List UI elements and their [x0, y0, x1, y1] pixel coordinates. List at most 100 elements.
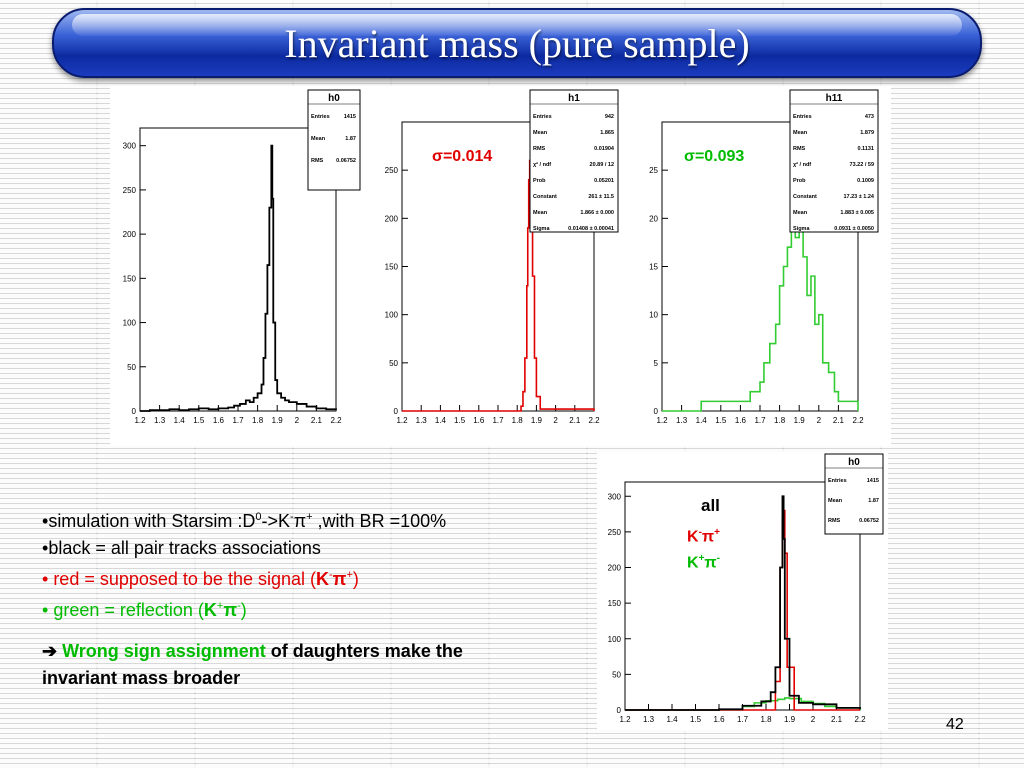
x-tick-label: 1.7: [232, 416, 244, 425]
x-tick-label: 1.8: [512, 416, 524, 425]
stats-label: Constant: [533, 194, 557, 200]
x-tick-label: 2.2: [330, 416, 342, 425]
x-tick-label: 1.2: [134, 416, 146, 425]
x-tick-label: 2: [811, 715, 816, 724]
stats-value: 20.89 / 12: [590, 162, 614, 168]
x-tick-label: 1.3: [416, 416, 428, 425]
plot-h0-combined: 1.2 1.3 1.4 1.5 1.6 1.7 1.8 1.9 2 2.1 2.2 0 50 100 150…: [608, 453, 884, 724]
x-tick-label: 2.1: [833, 416, 845, 425]
stats-box: [307, 89, 361, 191]
title-banner: Invariant mass (pure sample): [52, 8, 982, 78]
stats-label: Mean: [533, 210, 548, 216]
x-tick-label: 1.6: [735, 416, 747, 425]
x-tick-label: 2: [553, 416, 558, 425]
stats-value: 473: [865, 114, 874, 120]
stats-title: h0: [328, 93, 340, 104]
y-tick-label: 50: [612, 670, 621, 679]
legend-signal: K-π+: [687, 527, 720, 546]
y-tick-label: 0: [394, 407, 399, 416]
y-tick-label: 100: [123, 319, 137, 328]
y-tick-label: 200: [385, 214, 399, 223]
bullet-1: •simulation with Starsim :D0->K-π+ ,with…: [42, 511, 447, 531]
x-tick-label: 2.2: [588, 416, 600, 425]
stats-value: 1415: [867, 478, 879, 484]
stats-value: 0.1131: [857, 146, 874, 152]
x-tick-label: 1.6: [713, 715, 725, 724]
x-tick-label: 2.2: [854, 715, 866, 724]
stats-label: Mean: [311, 136, 326, 142]
x-tick-label: 1.4: [174, 416, 186, 425]
y-tick-label: 150: [123, 274, 137, 283]
conclusion-text: ➔ Wrong sign assignment of daughters mak…: [42, 638, 602, 692]
y-tick-label: 25: [649, 166, 658, 175]
x-tick-label: 1.9: [794, 416, 806, 425]
stats-value: 1.865: [600, 130, 614, 136]
y-tick-label: 5: [654, 359, 659, 368]
y-tick-label: 0: [654, 407, 659, 416]
stats-value: 942: [605, 114, 614, 120]
top-histograms-panel: 1.2 1.3 1.4 1.5 1.6 1.7 1.8 1.9 2 2.1 2.2 0 50 100 150…: [110, 86, 891, 446]
x-tick-label: 1.3: [643, 715, 655, 724]
stats-value: 1.879: [860, 130, 874, 136]
plot-h0-all: 1.2 1.3 1.4 1.5 1.6 1.7 1.8 1.9 2 2.1 2.2 0 50 100 150…: [123, 89, 361, 425]
plot-h11-reflection: 1.2 1.3 1.4 1.5 1.6 1.7 1.8 1.9 2 2.1 2.2 0 5 10 15 20 2…: [649, 89, 879, 425]
x-tick-label: 1.6: [473, 416, 485, 425]
stats-value: 0.05201: [594, 178, 614, 184]
stats-label: Mean: [533, 130, 548, 136]
y-tick-label: 10: [649, 311, 658, 320]
plot-frame: [624, 481, 861, 711]
x-tick-label: 2.1: [311, 416, 323, 425]
sigma-h11-label: σ=0.093: [684, 148, 745, 165]
plot-frame: [139, 127, 337, 412]
x-tick-label: 1.5: [690, 715, 702, 724]
x-tick-label: 1.7: [754, 416, 766, 425]
stats-label: RMS: [311, 158, 324, 164]
stats-title: h11: [826, 93, 843, 104]
x-tick-label: 1.6: [213, 416, 225, 425]
stats-value: 1.866 ± 0.000: [580, 210, 614, 216]
conclusion-line-1: ➔ Wrong sign assignment of daughters mak…: [42, 641, 463, 661]
x-tick-label: 1.3: [154, 416, 166, 425]
stats-value: 0.01408 ± 0.00041: [568, 226, 614, 232]
y-tick-label: 15: [649, 263, 658, 272]
stats-label: Sigma: [793, 226, 810, 232]
x-tick-label: 2: [295, 416, 300, 425]
y-tick-label: 150: [385, 263, 399, 272]
y-tick-label: 20: [649, 214, 658, 223]
page-number: 42: [946, 716, 964, 733]
stats-label: χ² / ndf: [533, 161, 551, 168]
stats-value: 73.22 / 59: [850, 162, 874, 168]
stats-label: Mean: [793, 130, 808, 136]
stats-label: Prob: [793, 178, 806, 184]
x-tick-label: 1.2: [619, 715, 631, 724]
stats-value: 261 ± 11.5: [588, 194, 614, 200]
y-tick-label: 200: [123, 230, 137, 239]
x-tick-label: 1.9: [272, 416, 284, 425]
stats-box: [824, 453, 884, 535]
stats-label: Prob: [533, 178, 546, 184]
stats-value: 1.87: [868, 498, 879, 504]
y-tick-label: 100: [385, 311, 399, 320]
x-tick-label: 1.2: [396, 416, 408, 425]
x-tick-label: 1.5: [193, 416, 205, 425]
legend-all: all: [701, 496, 720, 515]
title-gloss: [72, 14, 962, 36]
stats-box: [789, 89, 879, 233]
y-tick-label: 200: [608, 564, 622, 573]
stats-label: Mean: [828, 498, 843, 504]
stats-label: RMS: [828, 518, 841, 524]
stats-value: 0.1009: [857, 178, 874, 184]
x-tick-label: 1.3: [676, 416, 688, 425]
y-tick-label: 250: [608, 528, 622, 537]
arrow-icon: ➔: [42, 641, 58, 661]
bullet-4: • green = reflection (K+π-): [42, 600, 247, 620]
combined-histogram-svg: 1.2 1.3 1.4 1.5 1.6 1.7 1.8 1.9 2 2.1 2.2 0 50 100 150…: [608, 453, 884, 724]
x-tick-label: 2: [817, 416, 822, 425]
x-tick-label: 1.7: [737, 715, 749, 724]
stats-label: RMS: [793, 146, 806, 152]
stats-value: 0.06752: [336, 158, 356, 164]
x-tick-label: 2.1: [569, 416, 581, 425]
stats-label: Entries: [793, 114, 812, 120]
histogram-series: [140, 144, 337, 412]
y-tick-label: 50: [389, 359, 398, 368]
